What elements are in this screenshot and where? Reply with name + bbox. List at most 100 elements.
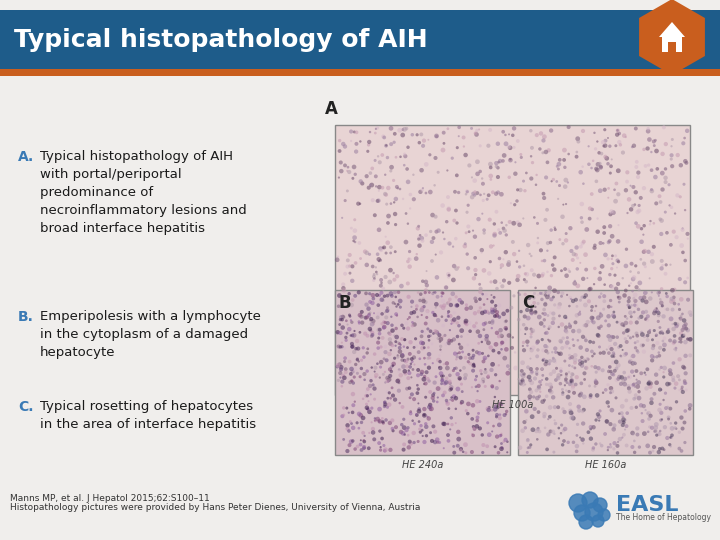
Point [418,295,429,303]
Point [335,328,346,337]
Point [505,156,516,164]
Point [495,330,507,339]
Point [426,339,438,348]
Point [354,410,365,418]
Point [630,188,642,197]
Point [593,413,605,421]
Point [611,376,623,384]
Point [503,143,515,151]
Point [558,437,570,445]
Point [558,426,570,435]
Text: Typical rosetting of hepatocytes
in the area of interface hepatitis: Typical rosetting of hepatocytes in the … [40,400,256,431]
Point [342,421,354,430]
Point [656,264,667,273]
Point [462,187,473,195]
Point [613,318,625,327]
Point [616,402,628,410]
Point [390,341,401,350]
Point [382,184,394,192]
Point [387,341,398,350]
Bar [0,69,720,76]
Point [588,423,599,431]
Point [650,423,662,432]
Point [556,266,567,275]
Point [472,189,483,198]
Point [498,224,509,233]
Point [379,322,390,331]
Point [379,292,390,301]
Text: Emperipolesis with a lymphocyte
in the cytoplasm of a damaged
hepatocyte: Emperipolesis with a lymphocyte in the c… [40,310,261,359]
Point [382,319,393,327]
Point [629,359,641,368]
Point [667,359,679,367]
Point [484,318,495,327]
Point [605,440,616,449]
Point [444,336,455,345]
Point [679,418,690,427]
Point [685,335,696,343]
Point [470,382,482,391]
Point [635,255,647,264]
Point [618,321,629,330]
Point [634,206,645,215]
Point [379,447,391,455]
Point [460,371,472,380]
Point [624,281,635,290]
Point [455,446,467,455]
Point [484,269,495,278]
Point [635,294,647,302]
Point [439,331,451,340]
Point [631,283,642,292]
Point [381,200,392,208]
Point [576,293,588,302]
Point [600,251,611,259]
Point [541,293,553,301]
Point [541,347,552,355]
Point [400,369,411,378]
Point [373,310,384,319]
Point [516,376,527,385]
Point [593,160,604,168]
Point [671,397,683,406]
Point [405,338,416,347]
Point [503,331,515,340]
Point [518,418,530,427]
Point [563,265,575,274]
Point [508,250,520,259]
Point [349,292,361,300]
Point [428,397,439,406]
Point [603,402,614,411]
Point [348,423,359,432]
Point [487,188,498,197]
Point [363,305,374,313]
Point [470,297,482,306]
Point [444,395,456,404]
Point [594,293,606,301]
Point [653,448,665,456]
Point [532,291,544,299]
Point [649,173,661,181]
Point [405,309,417,318]
Point [620,186,631,194]
Point [639,289,651,298]
Point [474,295,486,303]
Point [536,295,548,303]
Point [622,326,634,334]
Point [519,186,531,195]
Point [471,422,482,431]
Point [539,410,550,418]
Point [451,219,463,227]
Point [500,345,512,354]
Point [571,302,582,310]
Point [489,220,500,228]
Point [665,442,677,451]
Point [651,353,662,361]
Point [656,216,667,225]
Point [356,308,367,316]
Point [575,168,587,177]
Point [407,131,418,139]
Point [405,204,416,213]
Point [586,306,598,315]
Point [532,346,544,354]
Point [375,281,387,290]
